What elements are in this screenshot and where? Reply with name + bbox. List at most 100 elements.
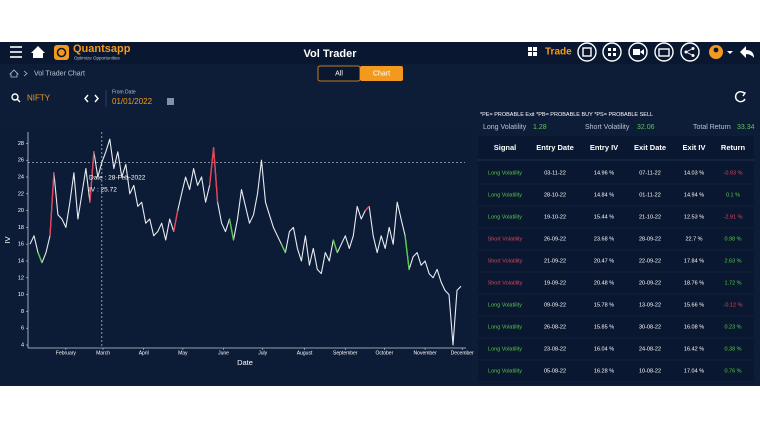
from-date[interactable]: 01/01/2022 xyxy=(112,97,153,106)
x-tick-label: August xyxy=(297,350,313,356)
signal-segment xyxy=(49,172,55,236)
table-cell: 10-08-22 xyxy=(639,368,661,374)
summary-label: Total Return xyxy=(693,124,731,131)
back-button[interactable] xyxy=(740,46,754,58)
search-icon[interactable] xyxy=(11,93,19,101)
table-cell: 0.38 % xyxy=(724,346,741,352)
tab-chart[interactable] xyxy=(360,66,403,81)
tooltip-iv: IV : 25.72 xyxy=(89,187,117,194)
tooltip-date: Date : 28-Feb-2022 xyxy=(89,175,146,182)
signal-segment xyxy=(173,210,179,232)
signal-cell: Long Volatility xyxy=(488,214,522,220)
signal-cell: Short Volatility xyxy=(488,280,523,286)
window-button[interactable] xyxy=(577,42,597,62)
table-cell: 0.23 % xyxy=(724,324,741,330)
apps-button[interactable] xyxy=(602,42,622,62)
table-cell: 15.78 % xyxy=(594,302,614,308)
symbol[interactable]: NIFTY xyxy=(27,94,51,103)
refresh-button[interactable] xyxy=(734,90,746,103)
from-date-label: From Date xyxy=(112,89,136,95)
y-tick-label: 26 xyxy=(18,158,24,164)
video-button[interactable] xyxy=(628,42,648,62)
summary-label: Long Volatility xyxy=(483,124,527,131)
x-tick-label: June xyxy=(218,350,229,356)
x-tick-label: September xyxy=(333,350,358,356)
x-tick-label: May xyxy=(178,350,188,356)
tab-label[interactable]: All xyxy=(335,70,343,77)
breadcrumb-separator xyxy=(23,70,28,77)
menu-button[interactable] xyxy=(10,46,22,58)
trade-menu[interactable]: Trade xyxy=(545,47,572,58)
table-cell: 15.85 % xyxy=(594,324,614,330)
table-cell: 14.84 % xyxy=(594,192,614,198)
signal-cell: Long Volatility xyxy=(488,346,522,352)
table-cell: 20.47 % xyxy=(594,258,614,264)
y-tick-label: 28 xyxy=(18,141,24,147)
table-cell: 09-09-22 xyxy=(544,302,566,308)
share-button[interactable] xyxy=(680,42,700,62)
table-cell: 17.84 % xyxy=(684,258,704,264)
signal-segment xyxy=(228,218,235,241)
x-tick-label: April xyxy=(139,350,149,356)
y-tick-label: 24 xyxy=(18,174,24,180)
table-cell: 14.94 % xyxy=(684,192,704,198)
y-tick-label: 12 xyxy=(18,275,24,281)
table-cell: 26-09-22 xyxy=(544,236,566,242)
signal-segment xyxy=(37,252,43,263)
toolbar-icons xyxy=(577,42,700,62)
table-cell: 28-10-22 xyxy=(544,192,566,198)
breadcrumb: Vol Trader Chart xyxy=(34,70,85,77)
y-tick-label: 22 xyxy=(18,191,24,197)
table-cell: 14.96 % xyxy=(594,170,614,176)
table-cell: 23-08-22 xyxy=(544,346,566,352)
table-cell: 20-09-22 xyxy=(639,280,661,286)
user-head xyxy=(713,47,719,53)
table-cell: 07-11-22 xyxy=(639,170,661,176)
brand: Quantsapp xyxy=(73,43,131,55)
table-cell: 16.08 % xyxy=(684,324,704,330)
table-cell: 26-08-22 xyxy=(544,324,566,330)
table-cell: 16.28 % xyxy=(594,368,614,374)
y-axis-title: IV xyxy=(3,236,12,243)
previous-button[interactable] xyxy=(84,94,89,103)
summary-value: 33.34 xyxy=(737,124,755,131)
column-header: Return xyxy=(721,143,746,152)
signal-cell: Short Volatility xyxy=(488,236,523,242)
next-button[interactable] xyxy=(94,94,99,103)
trade-grid-icon[interactable] xyxy=(528,47,537,56)
breadcrumb-home[interactable] xyxy=(9,69,19,78)
calendar-button[interactable] xyxy=(167,98,174,105)
y-tick-label: 6 xyxy=(21,326,24,332)
iv-line xyxy=(29,138,462,346)
table-cell: 14.03 % xyxy=(684,170,704,176)
signal-cell: Long Volatility xyxy=(488,192,522,198)
table-cell: 19-10-22 xyxy=(544,214,566,220)
home-button[interactable] xyxy=(31,46,45,58)
x-tick-label: December xyxy=(451,350,474,356)
column-header: Entry Date xyxy=(536,143,574,152)
gift-button[interactable] xyxy=(654,42,674,62)
table-cell: 01-11-22 xyxy=(639,192,661,198)
table-cell: 19-09-22 xyxy=(544,280,566,286)
y-tick-label: 18 xyxy=(18,225,24,231)
table-cell: 12.53 % xyxy=(684,214,704,220)
table-cell: 21-09-22 xyxy=(544,258,566,264)
table-cell: 03-11-22 xyxy=(544,170,566,176)
signals-table xyxy=(478,136,754,384)
logo-mark xyxy=(56,47,67,58)
table-cell: 18.76 % xyxy=(684,280,704,286)
logo xyxy=(54,45,69,60)
table-cell: 22-09-22 xyxy=(639,258,661,264)
column-header: Entry IV xyxy=(590,143,618,152)
signal-segment xyxy=(404,235,410,270)
x-tick-label: July xyxy=(258,350,267,356)
user-dropdown[interactable] xyxy=(727,51,733,54)
table-cell: 13-09-22 xyxy=(639,302,661,308)
tab-label[interactable]: Chart xyxy=(373,70,390,77)
summary-value: 32.06 xyxy=(637,124,655,131)
y-tick-label: 14 xyxy=(18,258,24,264)
page-title: Vol Trader xyxy=(304,48,358,60)
x-tick-label: February xyxy=(56,350,77,356)
tagline: Optimize Opportunities xyxy=(74,56,121,61)
